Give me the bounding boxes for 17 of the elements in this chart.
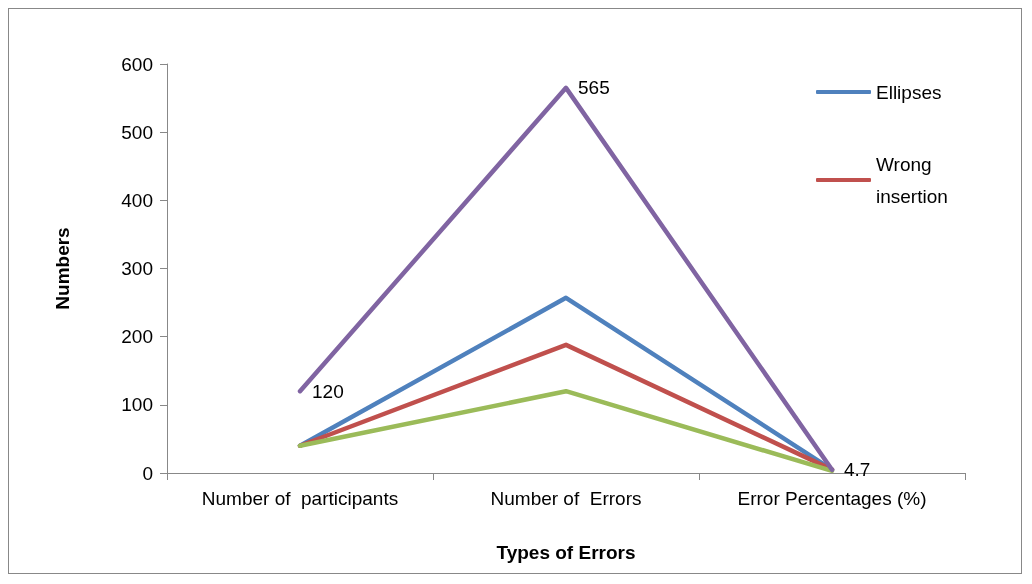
legend-label: Wrong insertion (876, 153, 948, 207)
x-tick-label: Error Percentages (%) (737, 488, 927, 509)
data-label: 565 (578, 77, 610, 99)
y-tick-label: 400 (121, 189, 153, 211)
x-tick-label: Number of participants (201, 488, 399, 509)
x-tick-label: Number of Errors (490, 488, 642, 509)
data-label: 4.7 (844, 459, 871, 481)
y-tick-label: 500 (121, 121, 153, 143)
y-tick-label: 0 (142, 462, 153, 484)
y-tick-label: 600 (121, 53, 153, 75)
y-axis-title: Numbers (52, 227, 73, 310)
x-axis-title: Types of Errors (496, 542, 636, 563)
legend-label: Ellipses (876, 81, 942, 103)
y-tick-label: 100 (121, 394, 153, 416)
y-tick-label: 200 (121, 326, 153, 348)
y-tick-label: 300 (121, 258, 153, 279)
data-label: 120 (312, 380, 344, 402)
